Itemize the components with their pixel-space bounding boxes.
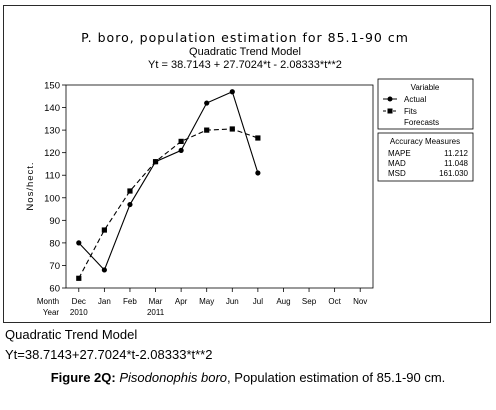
x-tick-label: Dec	[72, 297, 86, 306]
accuracy-measures: Accuracy Measures MAPE 11.212 MAD 11.048…	[377, 132, 474, 182]
plot-area: 60 70 80 90 100 110 120 130 140 150 Dec Jan Feb Mar Ap…	[44, 81, 374, 317]
point-fits	[127, 188, 133, 194]
y-tick-label: 80	[49, 238, 60, 249]
chart-equation: Yt = 38.7143 + 27.7024*t - 2.08333*t**2	[148, 59, 342, 71]
series-line-actual	[78, 91, 259, 271]
accuracy-mad-label: MAD	[388, 159, 406, 168]
point-fits	[76, 275, 82, 281]
legend-frame	[377, 78, 474, 130]
point-actual	[178, 147, 184, 154]
x-tick-label: Aug	[276, 297, 290, 306]
species-name: Pisodonophis boro	[119, 370, 228, 385]
x-tick-label: Sep	[302, 297, 317, 306]
x-tick-label: Feb	[123, 297, 137, 306]
legend-actual-marker	[387, 96, 393, 102]
point-actual	[204, 100, 210, 106]
x-year-label: 2011	[147, 308, 165, 317]
point-fits	[101, 227, 107, 233]
y-tick-label: 130	[44, 126, 60, 137]
chart-subtitle: Quadratic Trend Model	[189, 46, 301, 58]
accuracy-msd-value: 161.030	[439, 169, 468, 178]
trend-equation: Yt=38.7143+27.7024*t-2.08333*t**2	[5, 347, 213, 362]
accuracy-frame	[377, 132, 474, 182]
legend-fits-marker	[387, 108, 393, 114]
point-fits	[152, 159, 159, 165]
figure-caption: Figure 2Q: Pisodonophis boro, Population…	[0, 370, 496, 385]
y-tick-label: 60	[49, 284, 60, 295]
x-tick-label: Oct	[328, 297, 341, 306]
point-actual	[76, 240, 82, 246]
legend-forecasts-label: Forecasts	[404, 118, 439, 127]
accuracy-mape-value: 11.212	[444, 149, 468, 158]
x-tick-label: Jan	[98, 297, 111, 306]
trend-model-label: Quadratic Trend Model	[5, 327, 138, 342]
point-fits	[229, 126, 235, 132]
point-fits	[204, 127, 210, 133]
chart-title: P. boro, population estimation for 85.1-…	[81, 30, 409, 45]
point-actual	[229, 89, 235, 95]
figure-label: Figure 2Q:	[50, 370, 116, 385]
x-tick-label: Jun	[226, 297, 239, 306]
plot-border	[65, 84, 374, 289]
y-tick-label: 110	[45, 171, 60, 182]
x-axis-year-label: Year	[43, 308, 60, 317]
point-fits	[178, 138, 184, 144]
point-actual	[255, 170, 261, 176]
caption-rest: , Population estimation of 85.1-90 cm.	[227, 370, 446, 385]
x-tick-label: May	[199, 297, 214, 306]
x-tick-label: Jul	[253, 297, 263, 306]
chart: P. boro, population estimation for 85.1-…	[25, 30, 474, 317]
point-actual	[127, 201, 133, 208]
accuracy-mad-value: 11.048	[444, 159, 468, 168]
accuracy-msd-label: MSD	[388, 169, 406, 178]
x-tick-label: Nov	[353, 297, 367, 306]
y-tick-label: 140	[44, 103, 60, 114]
legend-fits-label: Fits	[404, 107, 417, 116]
legend-title: Variable	[411, 83, 440, 92]
x-axis-month-label: Month	[37, 297, 59, 306]
x-tick-label: Apr	[175, 297, 188, 306]
legend: Variable Actual Fits Forecasts	[377, 78, 474, 130]
series-line-fits	[78, 128, 259, 279]
y-tick-label: 150	[44, 81, 60, 92]
accuracy-mape-label: MAPE	[388, 149, 411, 158]
x-tick-label: Mar	[149, 297, 163, 306]
y-tick-label: 100	[44, 193, 60, 204]
x-year-label: 2010	[70, 308, 88, 317]
y-tick-label: 70	[49, 261, 60, 272]
point-fits	[255, 135, 261, 141]
legend-actual-label: Actual	[404, 95, 426, 104]
y-tick-label: 90	[49, 216, 60, 227]
y-tick-label: 120	[44, 148, 60, 159]
y-axis-label: Nos/hect.	[25, 161, 36, 210]
accuracy-title: Accuracy Measures	[390, 137, 460, 146]
point-actual	[101, 267, 107, 273]
